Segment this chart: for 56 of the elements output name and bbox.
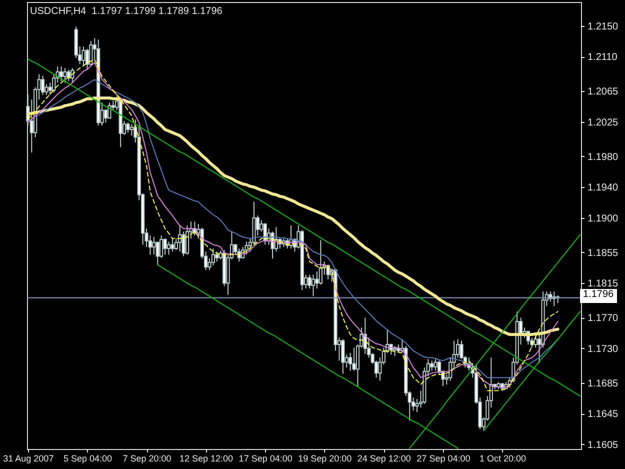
y-tick-label: 1.2110 (588, 52, 618, 64)
candlestick (63, 68, 67, 84)
candlestick (163, 238, 167, 256)
x-tick-label: 27 Sep 04:00 (416, 454, 470, 464)
y-tick-label: 1.1770 (588, 313, 619, 324)
candlestick (534, 334, 538, 348)
candlestick (244, 241, 248, 256)
price-tag: 1.1796 (580, 288, 617, 303)
candlestick (434, 358, 438, 372)
x-tick-label: 19 Sep 20:00 (298, 454, 352, 464)
candlestick (152, 236, 156, 256)
candlestick (178, 225, 182, 252)
candlestick (341, 338, 345, 374)
candlestick (311, 274, 316, 297)
candlestick (318, 240, 322, 286)
ref-line-label: 1.1796 (583, 288, 614, 300)
candlestick (40, 75, 45, 96)
candlestick (166, 241, 171, 256)
x-tick-label: 5 Sep 04:00 (63, 454, 112, 464)
candlestick (211, 248, 216, 266)
y-tick-label: 1.1730 (588, 344, 619, 355)
candlestick (85, 48, 90, 70)
y-tick-label: 1.2025 (588, 117, 619, 128)
candlestick (352, 347, 356, 372)
candlestick (315, 271, 319, 289)
candlestick (89, 40, 93, 66)
candlestick (237, 248, 241, 262)
y-tick-label: 1.1900 (588, 213, 619, 224)
candlestick (270, 231, 274, 260)
candlestick (156, 241, 160, 266)
y-tick-label: 1.1645 (588, 409, 619, 420)
x-tick-label: 17 Sep 04:00 (238, 454, 292, 464)
candlestick (392, 346, 397, 357)
x-tick-label: 12 Sep 12:00 (180, 454, 234, 464)
candlestick (59, 66, 64, 82)
candlestick (170, 238, 174, 252)
y-tick-label: 1.2065 (588, 86, 619, 98)
x-tick-label: 31 Aug 2007 (3, 454, 54, 464)
y-tick-label: 1.2150 (588, 21, 619, 32)
y-tick-label: 1.1855 (588, 248, 619, 259)
x-tick-label: 24 Sep 12:00 (357, 454, 411, 464)
y-tick-label: 1.1685 (588, 378, 619, 390)
y-tick-label: 1.1980 (588, 152, 619, 163)
candlestick (126, 122, 130, 134)
candlestick (215, 251, 219, 262)
candlestick (82, 46, 86, 66)
y-tick-label: 1.1815 (588, 278, 619, 290)
y-tick-label: 1.1605 (588, 440, 619, 451)
x-tick-label: 1 Oct 20:00 (479, 454, 526, 464)
candlestick (130, 124, 134, 136)
candlestick (185, 225, 190, 256)
x-tick-label: 7 Sep 20:00 (122, 454, 172, 464)
candlestick (104, 109, 108, 124)
chart-title: USDCHF,H4 1.1797 1.1799 1.1789 1.1796 (30, 6, 223, 17)
candlestick (430, 360, 434, 372)
y-tick-label: 1.1940 (588, 182, 619, 194)
